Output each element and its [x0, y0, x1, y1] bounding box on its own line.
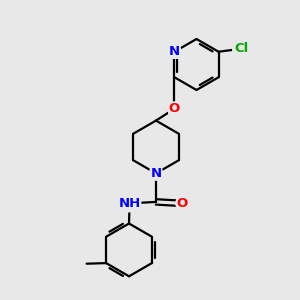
Circle shape	[176, 197, 189, 210]
Circle shape	[168, 102, 181, 115]
Text: O: O	[177, 197, 188, 210]
Text: O: O	[169, 102, 180, 115]
Text: N: N	[169, 45, 180, 58]
Circle shape	[149, 167, 163, 180]
Circle shape	[233, 40, 250, 57]
Circle shape	[168, 45, 181, 58]
Circle shape	[121, 195, 138, 212]
Text: Cl: Cl	[234, 42, 248, 55]
Text: N: N	[150, 167, 162, 180]
Text: NH: NH	[118, 197, 141, 210]
